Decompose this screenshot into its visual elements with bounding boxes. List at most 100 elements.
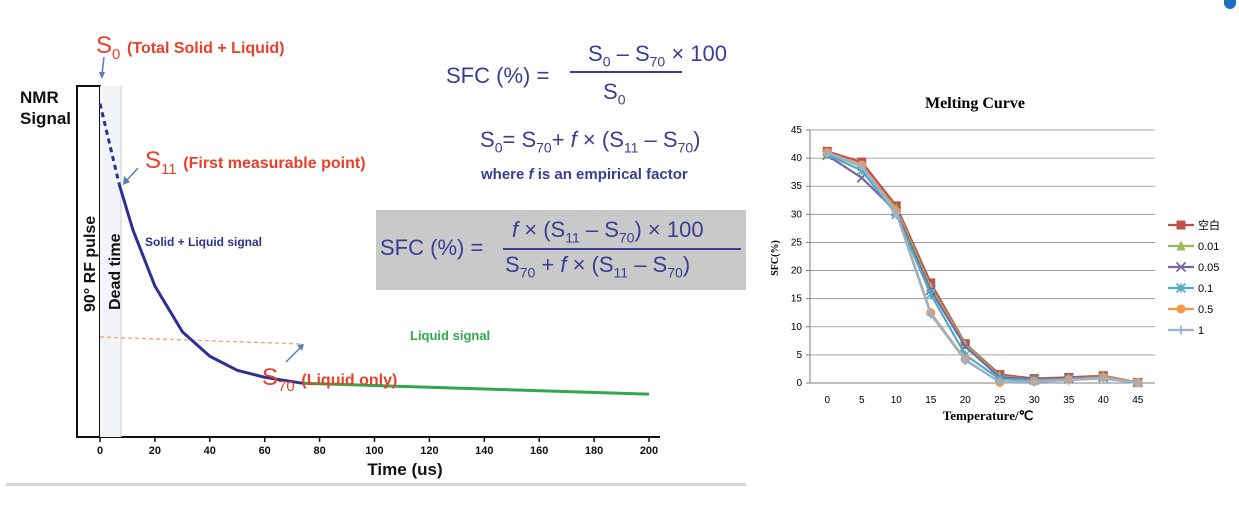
melting-chart-title: Melting Curve	[925, 95, 1025, 112]
formula2-note: where f is an empirical factor	[481, 166, 688, 183]
melting-y-tick-label: 10	[791, 322, 803, 333]
melting-data-point	[925, 289, 936, 300]
melting-x-tick-label: 45	[1132, 395, 1144, 406]
formula1-denominator: S0	[603, 79, 626, 108]
formula1-numerator: S0 – S70 × 100	[588, 41, 727, 70]
melting-y-axis-title: SFC(%)	[770, 240, 781, 276]
melting-x-tick-label: 40	[1098, 395, 1110, 406]
nmr-x-tick-label: 0	[97, 445, 103, 457]
melting-data-point	[926, 309, 936, 319]
nmr-x-tick-label: 60	[259, 445, 271, 457]
legend-marker	[1176, 240, 1186, 251]
solid-liquid-curve	[117, 183, 304, 385]
legend-marker	[1175, 282, 1187, 294]
melting-x-tick-label: 5	[859, 395, 865, 406]
melting-x-tick-label: 10	[891, 395, 903, 406]
s11-arrowhead	[123, 176, 130, 185]
s70-arrow	[285, 347, 301, 363]
s0-label: S0 (Total Solid + Liquid)	[96, 32, 285, 63]
liquid-signal-label: Liquid signal	[410, 328, 490, 343]
melting-legend: 空白 0.01 0.05 0.1 0.5 1	[1168, 218, 1220, 337]
nmr-curves	[98, 103, 650, 396]
nmr-plot-svg: 0 20 40 60 80 100 120 140 160 180 200 90° RF pulse…	[76, 56, 660, 479]
s70-symbol: S	[262, 364, 279, 391]
nmr-x-tick-label: 100	[365, 445, 383, 457]
liquid-signal-line	[303, 381, 650, 396]
melting-data-point	[1133, 378, 1143, 388]
melting-series-line	[826, 152, 1138, 385]
nmr-y-axis-title: NMR Signal	[20, 87, 74, 129]
melting-y-tick-label: 45	[791, 125, 803, 136]
melting-data-point	[960, 356, 970, 366]
liquid-extrapolation-line	[99, 336, 304, 345]
melting-data-point	[1098, 374, 1108, 384]
nmr-y-axis-title-text: NMR Signal	[20, 88, 72, 128]
dead-time-band	[100, 86, 121, 437]
melting-data-point	[891, 208, 901, 218]
s11-label: S11 (First measurable point)	[145, 147, 366, 178]
melting-data-point	[822, 148, 832, 158]
legend-marker	[1176, 304, 1186, 314]
legend-label: 0.05	[1198, 262, 1219, 274]
melting-x-tick-label: 15	[925, 395, 937, 406]
formula3-numerator: f × (S11 – S70) × 100	[512, 217, 704, 246]
melting-y-tick-label: 15	[791, 294, 803, 305]
melting-y-ticks: 0 5 10 15 20 25 30 35 40 45	[791, 125, 810, 389]
nmr-signal-chart: 0 20 40 60 80 100 120 140 160 180 200 90° RF pulse…	[20, 32, 746, 479]
s70-subscript: 70	[278, 377, 295, 395]
melting-data-point	[1029, 377, 1039, 387]
legend-label: 空白	[1198, 218, 1220, 232]
formula1-fraction-bar	[570, 71, 682, 73]
melting-y-tick-label: 0	[796, 378, 802, 389]
formula3-fraction-bar	[503, 248, 741, 250]
divider-rule	[6, 483, 746, 486]
nmr-x-tick-label: 160	[530, 445, 548, 457]
melting-curve-chart: Melting Curve 0 5 10 15 20 25 30 35 40 45 0 5 10 15 2…	[760, 0, 1239, 522]
nmr-x-tick-label: 200	[640, 445, 658, 457]
melting-x-tick-label: 25	[994, 395, 1006, 406]
melting-y-tick-label: 40	[791, 153, 803, 164]
formula1-lhs: SFC (%) =	[446, 63, 550, 88]
s0-arrow	[101, 56, 105, 75]
s11-text: (First measurable point)	[183, 155, 366, 172]
melting-x-tick-label: 20	[960, 395, 972, 406]
nmr-x-tick-label: 20	[149, 445, 161, 457]
melting-series-line	[826, 152, 1138, 384]
s70-arrowhead	[297, 344, 304, 351]
s0-arrowhead	[99, 72, 105, 79]
melting-x-tick-label: 35	[1063, 395, 1075, 406]
formula2: S0= S70+ f × (S11 – S70)	[480, 127, 701, 156]
formula3-denominator: S70 + f × (S11 – S70)	[505, 252, 691, 281]
legend-label: 1	[1198, 325, 1204, 337]
nmr-x-ticks: 0 20 40 60 80 100 120 140 160 180 200	[97, 437, 658, 457]
solid-liquid-dashed-segment	[98, 103, 121, 185]
s0-subscript: 0	[112, 45, 121, 63]
melting-data-point	[857, 161, 867, 171]
melting-y-tick-label: 30	[791, 209, 803, 220]
formula3-box	[376, 210, 746, 290]
melting-y-tick-label: 35	[791, 181, 803, 192]
rf-pulse-label: 90° RF pulse	[82, 216, 99, 312]
s70-text: (Liquid only)	[301, 372, 398, 389]
melting-x-tick-label: 30	[1029, 395, 1041, 406]
nmr-x-tick-label: 140	[475, 445, 493, 457]
melting-data-point	[960, 339, 970, 350]
s0-symbol: S	[96, 32, 113, 59]
melting-y-tick-label: 20	[791, 266, 803, 277]
nmr-x-tick-label: 120	[420, 445, 438, 457]
legend-marker	[1175, 261, 1187, 273]
corner-logo-fragment	[1224, 0, 1236, 9]
s11-symbol: S	[145, 147, 162, 174]
legend-label: 0.1	[1198, 283, 1213, 295]
melting-x-tick-label: 0	[824, 395, 830, 406]
solid-liquid-label: Solid + Liquid signal	[145, 235, 262, 249]
melting-y-tick-label: 25	[791, 237, 803, 248]
nmr-x-tick-label: 80	[313, 445, 325, 457]
nmr-x-axis-title: Time (us)	[367, 460, 442, 479]
melting-data-point	[995, 377, 1005, 387]
melting-x-ticks: 0 5 10 15 20 25 30 35 40 45	[824, 395, 1143, 406]
formula3-lhs: SFC (%) =	[380, 235, 484, 260]
legend-label: 0.01	[1198, 241, 1219, 253]
nmr-x-tick-label: 180	[585, 445, 603, 457]
s70-label: S70 (Liquid only)	[262, 364, 397, 395]
